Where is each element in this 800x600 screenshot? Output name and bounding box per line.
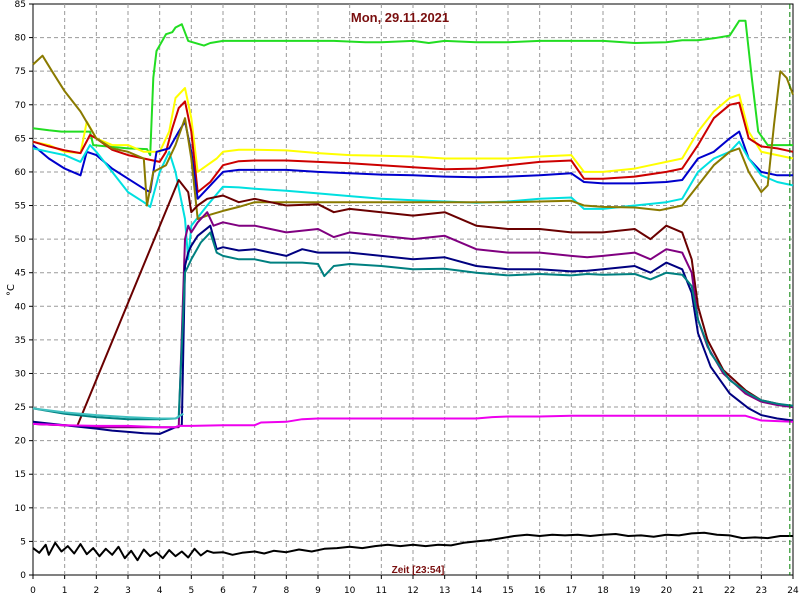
x-axis-label: Zeit [23:54] [392,565,445,576]
y-tick-label: 0 [20,571,26,581]
x-tick-label: 5 [188,586,194,596]
series-line-4 [32,120,793,200]
x-tick-label: 4 [157,586,163,596]
y-tick-label: 70 [15,101,27,111]
x-tick-label: 21 [692,586,703,596]
x-tick-label: 14 [471,586,483,596]
series-line-13 [32,531,793,562]
y-tick-label: 30 [15,369,27,379]
x-tick-label: 6 [220,586,226,596]
series-line-2 [32,87,794,173]
y-tick-label: 10 [15,504,27,514]
y-tick-label: 45 [15,269,26,279]
chart-title: Mon, 29.11.2021 [351,10,449,25]
y-tick-label: 75 [15,67,26,77]
x-tick-label: 22 [724,586,735,596]
y-tick-label: 50 [15,235,27,245]
x-tick-label: 11 [376,586,387,596]
x-tick-label: 19 [629,586,641,596]
x-tick-label: 12 [407,586,418,596]
series-line-10 [32,231,794,421]
x-tick-label: 15 [502,586,513,596]
series-line-7 [32,179,794,427]
series-line-3 [32,100,794,194]
plot-area [32,3,794,576]
y-tick-label: 85 [15,0,26,10]
series-line-11 [32,407,184,420]
x-tick-label: 8 [283,586,289,596]
y-tick-label: 80 [15,34,27,44]
series-line-1 [32,19,793,157]
series-line-12 [32,414,794,429]
x-tick-label: 3 [125,586,131,596]
y-tick-label: 55 [15,202,26,212]
x-tick-label: 9 [315,586,321,596]
series-line-6 [32,54,794,220]
y-axis-ticks: 0 5 10 15 20 25 30 35 40 45 50 55 60 65 70 75 80 85 [15,0,33,581]
x-tick-label: 20 [661,586,673,596]
x-tick-label: 1 [62,586,68,596]
x-tick-label: 2 [93,586,99,596]
series-line-5 [32,140,794,261]
y-tick-label: 5 [20,537,26,547]
series-lines [32,19,794,562]
y-tick-label: 25 [15,403,26,413]
x-tick-label: 23 [756,586,767,596]
x-tick-label: 17 [566,586,577,596]
x-tick-label: 16 [534,586,546,596]
y-tick-label: 60 [15,168,27,178]
y-axis-label: °C [6,284,17,296]
y-tick-label: 65 [15,134,26,144]
x-tick-label: 0 [30,586,36,596]
x-tick-label: 24 [787,586,799,596]
y-tick-label: 35 [15,336,26,346]
y-tick-label: 20 [15,437,27,447]
y-tick-label: 15 [15,470,26,480]
x-tick-label: 18 [597,586,609,596]
x-axis-ticks: 0 1 2 3 4 5 6 7 8 9 10 11 12 13 14 15 16 17 18 19 20 21 22 23 24 [30,575,799,596]
y-tick-label: 40 [15,302,27,312]
x-tick-label: 10 [344,586,356,596]
x-tick-label: 7 [252,586,258,596]
x-tick-label: 13 [439,586,450,596]
